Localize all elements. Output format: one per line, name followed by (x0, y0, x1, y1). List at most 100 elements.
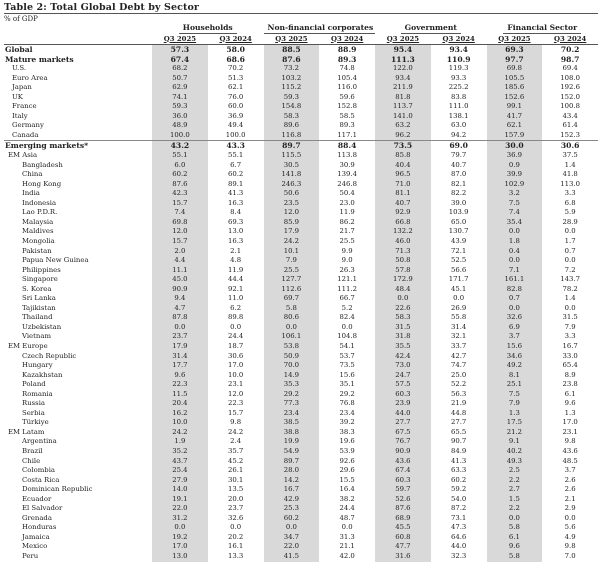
table-cell: 105.5 (486, 73, 543, 84)
table-cell: 3.3 (564, 189, 576, 198)
row-label: Türkiye (22, 418, 49, 427)
table-cell: 41.3 (227, 189, 244, 198)
table-row: Hungary 17.7 17.0 70.0 73.5 73.0 74.7 49.2 65.4 (4, 361, 598, 371)
table-cell: 108.0 (560, 73, 580, 82)
table-cell: 43.4 (562, 111, 578, 120)
table-cell: 15.5 (339, 475, 355, 484)
table-cell: 58.0 (226, 45, 245, 55)
table-row: Emerging markets* 43.2 43.3 89.7 88.4 73.5 69.… (4, 140, 599, 152)
table-cell: 30.5 (263, 160, 320, 171)
table-cell: 67.4 (375, 466, 431, 476)
table-body: Global 57.3 58.0 88.5 88.9 95.4 93.4 69.3 70.2 Ma… (4, 44, 599, 562)
table-cell: 89.7 (263, 456, 320, 467)
table-cell: 17.0 (562, 418, 578, 427)
table-cell: 45.1 (450, 284, 467, 293)
table-cell: 185.6 (486, 83, 543, 93)
table-cell: 15.6 (486, 341, 543, 352)
table-cell: 7.1 (486, 265, 543, 276)
table-cell: 26.9 (450, 303, 467, 312)
table-row: Thailand 87.8 89.8 80.6 82.4 58.3 55.8 32.6 31.5 (4, 313, 598, 323)
table-cell: 161.1 (486, 275, 543, 285)
table-cell: 30.9 (339, 160, 355, 169)
table-cell: 2.6 (564, 475, 576, 484)
table-cell: 121.1 (337, 275, 357, 284)
row-label: France (12, 102, 37, 111)
table-cell: 157.9 (486, 130, 543, 141)
table-cell: 43.3 (207, 140, 264, 152)
table-cell: 2.2 (486, 475, 543, 486)
table-cell: 24.2 (152, 427, 208, 438)
table-cell: 31.4 (152, 351, 208, 362)
table-cell: 5.9 (564, 208, 576, 217)
table-cell: 24.2 (227, 427, 244, 436)
row-label: Papua New Guinea (22, 256, 89, 265)
table-cell: 2.1 (230, 246, 242, 255)
table-cell: 2.5 (486, 466, 543, 476)
table-row: Maldives 12.0 13.0 17.9 21.7 132.2 130.7 0.0 0.0 (4, 227, 598, 237)
table-cell: 23.0 (339, 198, 355, 207)
row-label: EM Asia (8, 151, 38, 160)
table-title: Table 2: Total Global Debt by Sector (4, 2, 598, 14)
table-cell: 23.1 (227, 380, 244, 389)
table-cell: 11.9 (339, 208, 355, 217)
table-cell: 79.7 (450, 151, 467, 160)
table-cell: 52.2 (450, 380, 467, 389)
table-cell: 23.1 (562, 427, 578, 436)
table-cell: 69.0 (430, 140, 487, 152)
table-cell: 113.8 (337, 151, 357, 160)
row-label: Dominican Republic (22, 485, 93, 494)
table-cell: 7.2 (564, 265, 576, 274)
table-row: Argentina 1.9 2.4 19.9 19.6 76.7 90.7 9.1 9.8 (4, 437, 598, 447)
row-label: Hungary (22, 361, 53, 370)
row-label: Romania (22, 389, 53, 398)
table-cell: 95.4 (375, 44, 431, 55)
row-label: Russia (22, 399, 46, 408)
table-cell: 15.6 (339, 370, 355, 379)
table-cell: 42.9 (263, 494, 320, 505)
year-header: Q3 2024 (319, 34, 376, 45)
table-cell: 13.0 (152, 551, 208, 562)
table-cell: 84.9 (450, 446, 467, 455)
table-cell: 0.0 (486, 227, 543, 237)
table-cell: 34.7 (263, 532, 320, 543)
table-cell: 48.5 (562, 456, 578, 465)
table-cell: 78.2 (562, 284, 578, 293)
table-cell: 7.4 (486, 208, 543, 218)
row-label: Vietnam (22, 332, 51, 341)
table-cell: 41.3 (450, 456, 467, 465)
table-cell: 1.9 (152, 437, 208, 447)
table-cell: 60.2 (152, 170, 208, 180)
table-cell: 0.0 (152, 322, 208, 333)
table-cell: 89.7 (263, 140, 320, 152)
table-cell: 1.4 (564, 160, 576, 169)
table-cell: 72.1 (450, 246, 467, 255)
table-cell: 100.0 (152, 130, 208, 141)
row-label: Philippines (22, 265, 61, 274)
row-label: Italy (12, 111, 28, 120)
debt-table: % of GDP Households Non-financial corpor… (4, 14, 599, 562)
row-label: Tajikistan (22, 303, 56, 312)
table-cell: 1.7 (564, 236, 576, 245)
table-cell: 38.3 (339, 427, 355, 436)
table-cell: 25.4 (152, 466, 208, 476)
table-cell: 69.8 (152, 217, 208, 228)
table-row: Costa Rica 27.9 30.1 14.2 15.5 60.3 60.2 2.2 2.6 (4, 475, 598, 486)
row-label: El Salvador (22, 504, 63, 513)
table-cell: 46.0 (375, 236, 431, 247)
table-cell: 192.6 (560, 83, 580, 92)
table-cell: 62.9 (152, 83, 208, 93)
table-cell: 92.9 (375, 208, 431, 218)
table-cell: 20.0 (227, 494, 244, 503)
table-cell: 0.0 (564, 303, 576, 312)
table-cell: 8.1 (486, 370, 543, 381)
row-label: Jamaica (22, 532, 50, 541)
row-label: Costa Rica (22, 475, 60, 484)
table-cell: 0.0 (152, 523, 208, 533)
table-cell: 85.8 (375, 151, 431, 161)
table-cell: 31.8 (375, 332, 431, 342)
row-label: Colombia (22, 466, 56, 475)
table-cell: 94.2 (450, 130, 467, 139)
table-cell: 34.6 (486, 351, 543, 362)
table-cell: 31.6 (375, 551, 431, 562)
table-cell: 0.0 (564, 256, 576, 265)
